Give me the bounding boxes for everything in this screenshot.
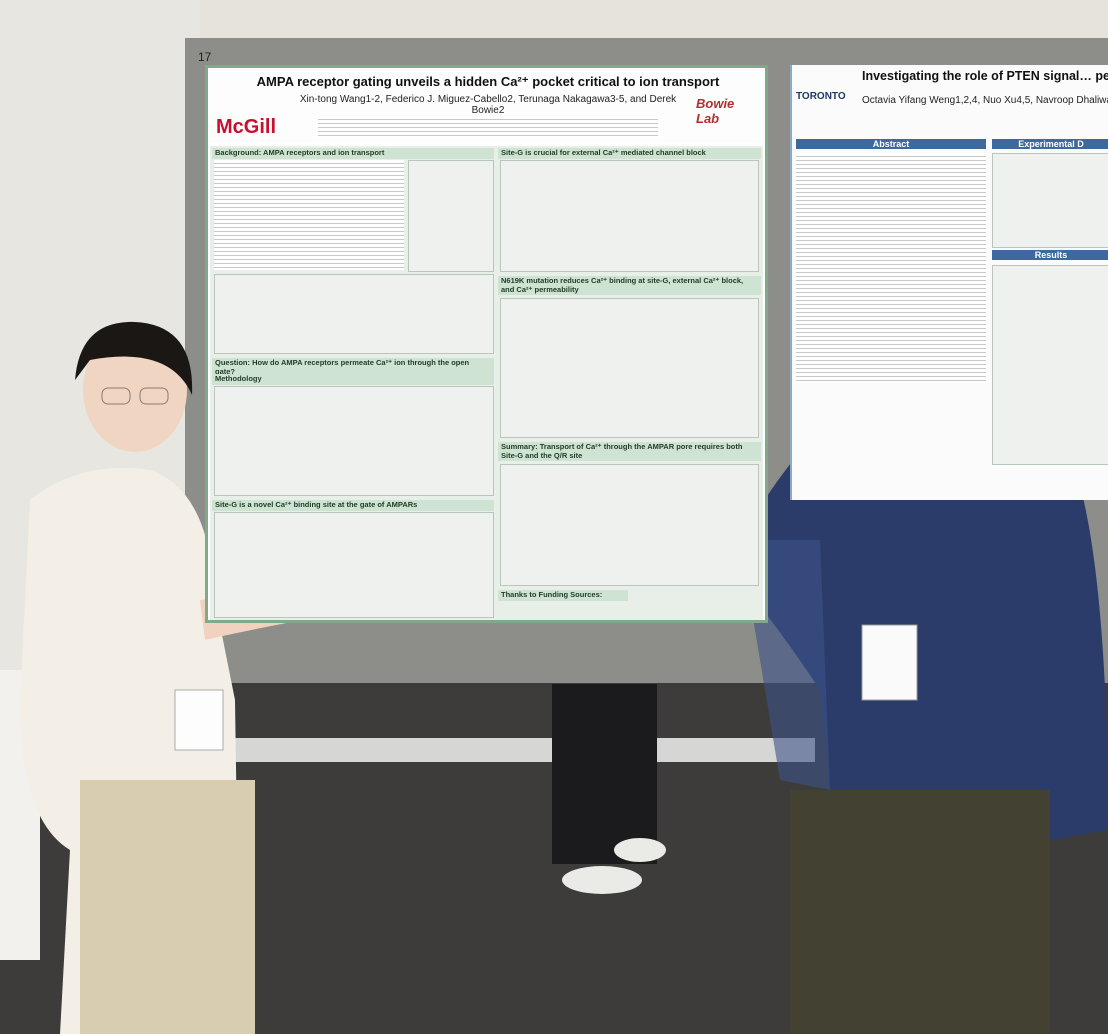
glasses bbox=[139, 387, 169, 405]
toronto-logo: TORONTO bbox=[796, 91, 846, 102]
woman-trousers bbox=[80, 780, 255, 1034]
board-rail bbox=[225, 738, 815, 762]
woman-hair bbox=[75, 321, 193, 395]
shoe bbox=[614, 838, 666, 862]
figure bbox=[214, 386, 494, 496]
man-trousers bbox=[790, 790, 1050, 1034]
section-text bbox=[796, 153, 986, 383]
badge bbox=[174, 689, 224, 751]
left-poster: AMPA receptor gating unveils a hidden Ca… bbox=[205, 65, 768, 623]
section-header: Site-G is crucial for external Ca²⁺ medi… bbox=[498, 148, 761, 159]
poster-title: AMPA receptor gating unveils a hidden Ca… bbox=[256, 74, 720, 89]
figure bbox=[992, 153, 1108, 248]
affiliations bbox=[318, 116, 658, 138]
section-header: Summary: Transport of Ca²⁺ through the A… bbox=[498, 442, 761, 462]
section-header: Question: How do AMPA receptors permeate… bbox=[212, 358, 494, 378]
section-header: Experimental D bbox=[992, 139, 1108, 149]
poster-header: AMPA receptor gating unveils a hidden Ca… bbox=[208, 68, 765, 143]
right-poster: Investigating the role of PTEN signal… p… bbox=[790, 65, 1108, 500]
section-header: Site-G is a novel Ca²⁺ binding site at t… bbox=[212, 500, 494, 511]
section-header: Results bbox=[992, 250, 1108, 260]
section-header: Background: AMPA receptors and ion trans… bbox=[212, 148, 494, 159]
section-header: N619K mutation reduces Ca²⁺ binding at s… bbox=[498, 276, 761, 296]
board-number: 17 bbox=[198, 50, 212, 64]
figure bbox=[214, 512, 494, 618]
poster-authors: Octavia Yifang Weng1,2,4, Nuo Xu4,5, Nav… bbox=[862, 95, 1108, 106]
badge bbox=[861, 624, 918, 701]
poster-title: Investigating the role of PTEN signal… p… bbox=[862, 69, 1108, 83]
glasses bbox=[101, 387, 131, 405]
figure bbox=[500, 160, 759, 272]
figure bbox=[992, 265, 1108, 465]
section-header: Methodology bbox=[212, 374, 494, 385]
figure bbox=[500, 464, 759, 586]
section-header: Thanks to Funding Sources: bbox=[498, 590, 628, 601]
background-person bbox=[552, 684, 657, 864]
lab-logo: Bowie Lab bbox=[696, 96, 735, 126]
figure bbox=[214, 274, 494, 354]
figure bbox=[500, 298, 759, 438]
section-header: Abstract bbox=[796, 139, 986, 149]
section-text bbox=[214, 160, 404, 270]
poster-authors: Xin-tong Wang1-2, Federico J. Miguez-Cab… bbox=[299, 94, 677, 116]
shoe bbox=[562, 866, 642, 894]
figure bbox=[408, 160, 494, 272]
mcgill-logo: McGill bbox=[216, 116, 277, 138]
poster-body: Background: AMPA receptors and ion trans… bbox=[210, 146, 763, 620]
